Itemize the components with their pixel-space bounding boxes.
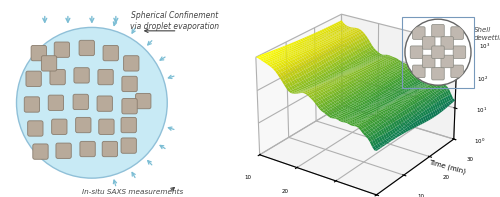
FancyBboxPatch shape [99,119,114,134]
FancyBboxPatch shape [422,55,435,68]
FancyBboxPatch shape [422,37,435,49]
FancyBboxPatch shape [102,141,118,157]
FancyBboxPatch shape [432,46,444,59]
FancyBboxPatch shape [74,68,90,83]
Text: Time (min): Time (min) [428,158,467,175]
FancyBboxPatch shape [441,37,454,49]
Text: Shell
dewetting: Shell dewetting [474,27,500,41]
FancyBboxPatch shape [24,97,40,112]
FancyBboxPatch shape [124,56,139,71]
FancyBboxPatch shape [136,93,151,109]
FancyBboxPatch shape [121,117,136,133]
FancyBboxPatch shape [54,42,70,57]
FancyBboxPatch shape [33,144,48,159]
FancyBboxPatch shape [48,95,64,111]
Text: Spherical Confinement
via droplet evaporation: Spherical Confinement via droplet evapor… [130,11,220,31]
FancyBboxPatch shape [97,96,112,111]
FancyBboxPatch shape [98,69,113,85]
FancyBboxPatch shape [42,56,56,71]
FancyBboxPatch shape [441,55,454,68]
FancyBboxPatch shape [56,143,72,158]
FancyBboxPatch shape [432,24,444,37]
Text: In-situ SAXS measurements: In-situ SAXS measurements [82,189,183,195]
FancyBboxPatch shape [451,27,464,39]
FancyBboxPatch shape [73,94,88,110]
FancyBboxPatch shape [432,67,444,80]
FancyBboxPatch shape [26,71,42,86]
Circle shape [16,27,167,178]
FancyBboxPatch shape [80,141,96,157]
FancyBboxPatch shape [122,76,137,92]
Circle shape [405,19,471,85]
FancyBboxPatch shape [122,98,137,114]
FancyBboxPatch shape [52,119,67,134]
FancyBboxPatch shape [453,46,466,59]
FancyBboxPatch shape [28,121,43,136]
FancyBboxPatch shape [410,46,423,59]
FancyBboxPatch shape [31,46,46,61]
FancyBboxPatch shape [412,27,425,39]
FancyBboxPatch shape [412,65,425,78]
FancyBboxPatch shape [50,69,66,85]
FancyBboxPatch shape [451,65,464,78]
FancyBboxPatch shape [103,46,118,61]
FancyBboxPatch shape [76,117,91,133]
FancyBboxPatch shape [121,138,136,153]
Bar [402,17,473,88]
FancyBboxPatch shape [79,40,94,56]
